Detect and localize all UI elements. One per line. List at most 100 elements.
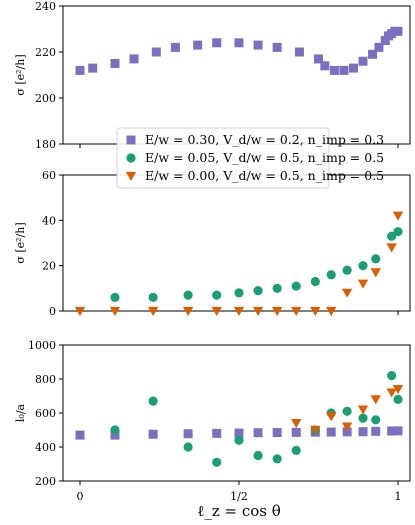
circle-point [148, 396, 158, 406]
circle-legend-icon [126, 153, 136, 163]
legend-box [116, 127, 330, 189]
square-point [253, 40, 263, 50]
y-tick-label: 180 [35, 138, 56, 151]
panels: 180 200 220 240 σ [e²/h] 0 20 40 60 σ [e²/h] 200 40… [14, 0, 411, 520]
circle-point [234, 288, 244, 298]
square-point [75, 430, 85, 440]
legend-label: E/w = 0.30, V_d/w = 0.2, n_imp = 0.3 [145, 132, 384, 147]
series-circle [110, 227, 403, 302]
y-tick-label: 800 [35, 373, 56, 386]
square-point [272, 428, 282, 438]
circle-point [371, 254, 381, 264]
y-axis-label: l₀/a [14, 403, 27, 422]
series-circle [110, 371, 403, 467]
y-tick-label: 240 [35, 0, 56, 13]
square-point [329, 65, 339, 75]
series-triangle-down [291, 385, 404, 435]
circle-point [358, 261, 368, 271]
triangle-down-point [386, 388, 397, 398]
circle-point [234, 435, 244, 445]
triangle-down-point [182, 306, 194, 316]
square-point [339, 65, 349, 75]
y-tick-label: 20 [42, 260, 56, 273]
square-point [170, 42, 180, 52]
triangle-down-point [109, 306, 121, 316]
circle-point [183, 442, 193, 452]
y-tick-label: 40 [42, 214, 56, 227]
circle-point [358, 413, 368, 423]
square-point [294, 47, 304, 57]
triangle-down-point [357, 279, 369, 289]
square-legend-icon [126, 135, 136, 145]
square-point [253, 428, 263, 438]
triangle-down-point [211, 306, 222, 316]
square-point [193, 40, 203, 50]
circle-point [212, 457, 222, 467]
square-point [358, 56, 368, 66]
series-square [75, 26, 403, 75]
triangle-down-point [291, 419, 302, 429]
circle-point [272, 283, 282, 293]
square-point [387, 426, 397, 436]
square-point [212, 38, 222, 48]
y-tick-label: 200 [35, 475, 56, 488]
circle-point [253, 450, 263, 461]
square-point [358, 427, 368, 437]
square-point [320, 61, 330, 71]
square-point [234, 428, 244, 438]
x-tick-label: 0 [77, 490, 84, 503]
triangle-down-point [326, 306, 337, 316]
circle-point [342, 265, 352, 275]
x-axis-label: ℓ_z = cos θ [197, 502, 281, 520]
circle-point [342, 406, 352, 416]
y-tick-label: 0 [49, 305, 56, 318]
square-point [393, 26, 403, 36]
triangle-down-point [233, 306, 245, 316]
y-tick-label: 1000 [28, 339, 56, 352]
circle-point [387, 231, 397, 241]
y-axis-label: σ [e²/h] [14, 54, 27, 95]
y-axis-label: σ [e²/h] [14, 222, 27, 263]
square-point [110, 59, 120, 68]
square-point [342, 427, 352, 437]
triangle-down-point [271, 306, 283, 316]
triangle-down-point [392, 211, 404, 221]
circle-point [148, 292, 158, 302]
circle-point [393, 394, 403, 404]
square-point [212, 428, 222, 438]
square-point [326, 427, 336, 437]
circle-point [387, 371, 397, 381]
square-point [129, 54, 139, 64]
y-tick-label: 200 [35, 92, 56, 105]
triangle-down-point [291, 306, 302, 316]
circle-point [272, 454, 282, 464]
square-point [272, 42, 282, 52]
axes-frame [62, 344, 411, 482]
y-tick-label: 400 [35, 441, 56, 454]
square-point [380, 36, 390, 45]
triangle-down-point [252, 306, 264, 316]
triangle-down-point [326, 412, 337, 422]
circle-point [110, 292, 120, 302]
y-tick-label: 600 [35, 407, 56, 420]
triangle-down-point [147, 306, 159, 316]
panel-2: 0 20 40 60 σ [e²/h] [14, 169, 411, 318]
square-point [371, 426, 381, 436]
circle-point [291, 445, 301, 455]
panel-1: 180 200 220 240 σ [e²/h] [14, 0, 411, 151]
circle-point [183, 290, 193, 300]
square-point [234, 38, 244, 48]
x-tick-label: 1 [395, 490, 402, 503]
square-point [291, 427, 301, 437]
square-point [88, 63, 98, 73]
panel-3: 200 400 600 800 1000 0 1/2 1 l₀/a ℓ_z = cos θ [14, 339, 411, 520]
series-square [75, 426, 403, 440]
triangle-down-point [392, 385, 404, 395]
square-point [110, 430, 120, 440]
circle-point [326, 270, 336, 280]
triangle-down-point [310, 425, 321, 435]
legend-label: E/w = 0.00, V_d/w = 0.5, n_imp = 0.5 [145, 168, 384, 183]
square-point [374, 42, 384, 52]
square-point [183, 429, 193, 439]
